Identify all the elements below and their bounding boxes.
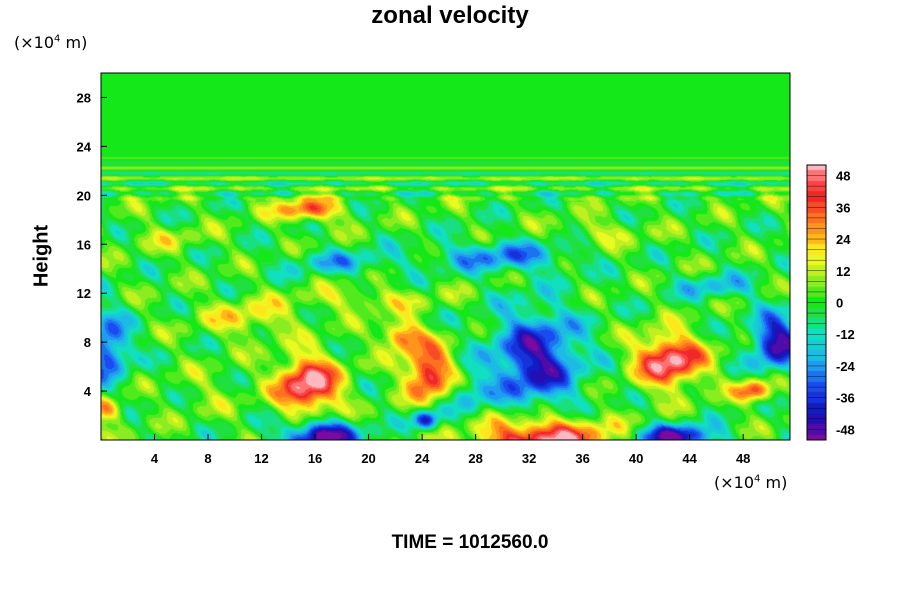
y-tick-label: 12 [77,286,91,301]
plot-frame [100,72,791,441]
colorbar-tick-label: -12 [836,327,855,342]
y-axis-unit: (×104 m) [14,33,88,52]
colorbar-tick-label: -48 [836,422,855,437]
y-tick-label: 4 [84,384,92,399]
x-axis-unit: (×104 m) [714,473,788,492]
x-tick-label: 24 [415,451,430,466]
y-tick-label: 16 [77,237,91,252]
y-tick-label: 28 [77,90,91,105]
colorbar-tick-label: 48 [836,169,850,184]
heatmap-field [101,73,790,440]
colorbar-tick-label: 0 [836,296,843,311]
y-axis: 4 8 12 16 20 24 28 [77,90,107,399]
x-tick-label: 32 [522,451,536,466]
x-tick-label: 12 [254,451,268,466]
x-tick-label: 28 [468,451,482,466]
colorbar-ticks: 48 36 24 12 0 -12 -24 -36 -48 [807,169,856,437]
y-tick-label: 24 [77,139,92,154]
x-tick-label: 16 [308,451,322,466]
colorbar-tick-label: 12 [836,264,850,279]
x-tick-label: 36 [575,451,589,466]
plot-area [101,73,790,440]
x-tick-label: 48 [736,451,750,466]
x-tick-label: 40 [629,451,643,466]
x-tick-label: 20 [361,451,375,466]
colorbar-tick-label: 24 [836,232,851,247]
colorbar-tick-label: -36 [836,391,855,406]
chart-title: zonal velocity [371,2,529,29]
y-tick-label: 8 [84,335,91,350]
x-tick-label: 8 [204,451,211,466]
time-label: TIME = 1012560.0 [391,532,549,553]
x-tick-label: 44 [682,451,697,466]
x-tick-label: 4 [151,451,159,466]
y-tick-label: 20 [77,188,91,203]
x-axis: 4 8 12 16 20 24 28 32 36 40 44 48 [151,434,750,466]
colorbar-tick-label: 36 [836,200,850,215]
colorbar-tick-label: -24 [836,359,856,374]
